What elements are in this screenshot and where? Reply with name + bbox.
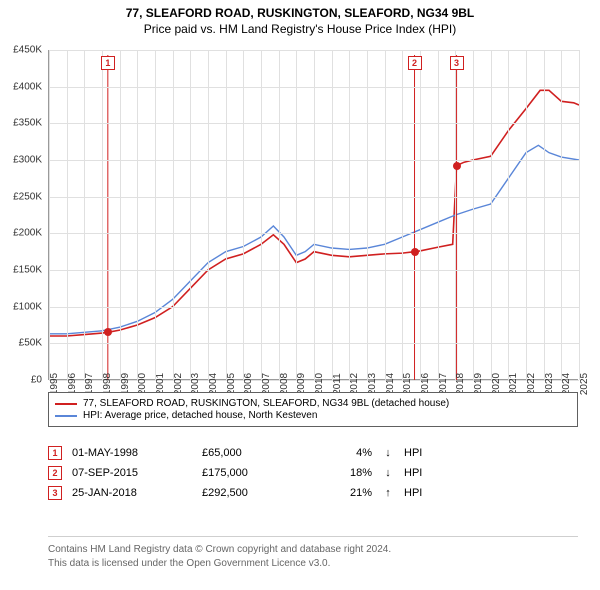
x-gridline: [49, 50, 50, 380]
sale-marker-dot: [411, 248, 419, 256]
footer-line1: Contains HM Land Registry data © Crown c…: [48, 543, 578, 557]
x-gridline: [243, 50, 244, 380]
x-gridline: [120, 50, 121, 380]
sale-marker-dot: [104, 328, 112, 336]
x-gridline: [526, 50, 527, 380]
y-axis-label: £100K: [13, 301, 42, 312]
y-axis-label: £300K: [13, 155, 42, 166]
plot: £0£50K£100K£150K£200K£250K£300K£350K£400…: [48, 50, 578, 380]
x-gridline: [173, 50, 174, 380]
x-gridline: [332, 50, 333, 380]
y-axis-label: £450K: [13, 45, 42, 56]
x-gridline: [137, 50, 138, 380]
x-gridline: [561, 50, 562, 380]
sale-marker-dot: [453, 162, 461, 170]
x-gridline: [84, 50, 85, 380]
sale-row-marker: 2: [48, 466, 62, 480]
legend-label: 77, SLEAFORD ROAD, RUSKINGTON, SLEAFORD,…: [83, 398, 449, 409]
legend-swatch: [55, 415, 77, 417]
y-axis-label: £200K: [13, 228, 42, 239]
chart-container: 77, SLEAFORD ROAD, RUSKINGTON, SLEAFORD,…: [0, 0, 600, 590]
sale-hpi-label: HPI: [404, 487, 434, 499]
x-gridline: [349, 50, 350, 380]
sale-row: 3 25-JAN-2018 £292,500 21% ↑ HPI: [48, 486, 578, 500]
x-gridline: [261, 50, 262, 380]
sale-row-marker: 3: [48, 486, 62, 500]
y-axis-label: £50K: [19, 338, 42, 349]
x-gridline: [420, 50, 421, 380]
sales-table: 1 01-MAY-1998 £65,000 4% ↓ HPI 2 07-SEP-2015 £17…: [48, 440, 578, 506]
y-axis-label: £400K: [13, 81, 42, 92]
x-gridline: [367, 50, 368, 380]
x-gridline: [544, 50, 545, 380]
sale-price: £65,000: [202, 447, 292, 459]
legend-item: 77, SLEAFORD ROAD, RUSKINGTON, SLEAFORD,…: [55, 398, 571, 409]
sale-marker-box: 3: [450, 56, 464, 70]
footer: Contains HM Land Registry data © Crown c…: [48, 536, 578, 570]
sale-row-marker: 1: [48, 446, 62, 460]
sale-hpi-pct: 4%: [302, 447, 372, 459]
arrow-down-icon: ↓: [382, 447, 394, 459]
sale-row: 2 07-SEP-2015 £175,000 18% ↓ HPI: [48, 466, 578, 480]
sale-hpi-pct: 21%: [302, 487, 372, 499]
x-gridline: [491, 50, 492, 380]
sale-price: £292,500: [202, 487, 292, 499]
sale-date: 25-JAN-2018: [72, 487, 192, 499]
legend-item: HPI: Average price, detached house, Nort…: [55, 410, 571, 421]
x-gridline: [314, 50, 315, 380]
x-gridline: [102, 50, 103, 380]
x-gridline: [67, 50, 68, 380]
x-gridline: [208, 50, 209, 380]
x-gridline: [455, 50, 456, 380]
x-axis-label: 2025: [579, 373, 590, 395]
x-gridline: [190, 50, 191, 380]
footer-line2: This data is licensed under the Open Gov…: [48, 557, 578, 571]
x-gridline: [385, 50, 386, 380]
x-gridline: [296, 50, 297, 380]
sale-price: £175,000: [202, 467, 292, 479]
sale-hpi-label: HPI: [404, 447, 434, 459]
title-address: 77, SLEAFORD ROAD, RUSKINGTON, SLEAFORD,…: [0, 6, 600, 20]
titles: 77, SLEAFORD ROAD, RUSKINGTON, SLEAFORD,…: [0, 0, 600, 36]
x-gridline: [402, 50, 403, 380]
y-axis-label: £150K: [13, 265, 42, 276]
sale-marker-box: 1: [101, 56, 115, 70]
sale-hpi-label: HPI: [404, 467, 434, 479]
x-gridline: [473, 50, 474, 380]
x-gridline: [226, 50, 227, 380]
legend-label: HPI: Average price, detached house, Nort…: [83, 410, 317, 421]
arrow-up-icon: ↑: [382, 487, 394, 499]
legend: 77, SLEAFORD ROAD, RUSKINGTON, SLEAFORD,…: [48, 392, 578, 427]
x-gridline: [279, 50, 280, 380]
sale-row: 1 01-MAY-1998 £65,000 4% ↓ HPI: [48, 446, 578, 460]
x-gridline: [508, 50, 509, 380]
y-axis-label: £350K: [13, 118, 42, 129]
chart-area: £0£50K£100K£150K£200K£250K£300K£350K£400…: [48, 50, 578, 380]
title-subtitle: Price paid vs. HM Land Registry's House …: [0, 22, 600, 36]
sale-date: 07-SEP-2015: [72, 467, 192, 479]
y-axis-label: £250K: [13, 191, 42, 202]
arrow-down-icon: ↓: [382, 467, 394, 479]
legend-swatch: [55, 403, 77, 405]
x-gridline: [155, 50, 156, 380]
y-axis-label: £0: [31, 375, 42, 386]
x-gridline: [579, 50, 580, 380]
sale-date: 01-MAY-1998: [72, 447, 192, 459]
x-gridline: [438, 50, 439, 380]
sale-hpi-pct: 18%: [302, 467, 372, 479]
sale-marker-box: 2: [408, 56, 422, 70]
